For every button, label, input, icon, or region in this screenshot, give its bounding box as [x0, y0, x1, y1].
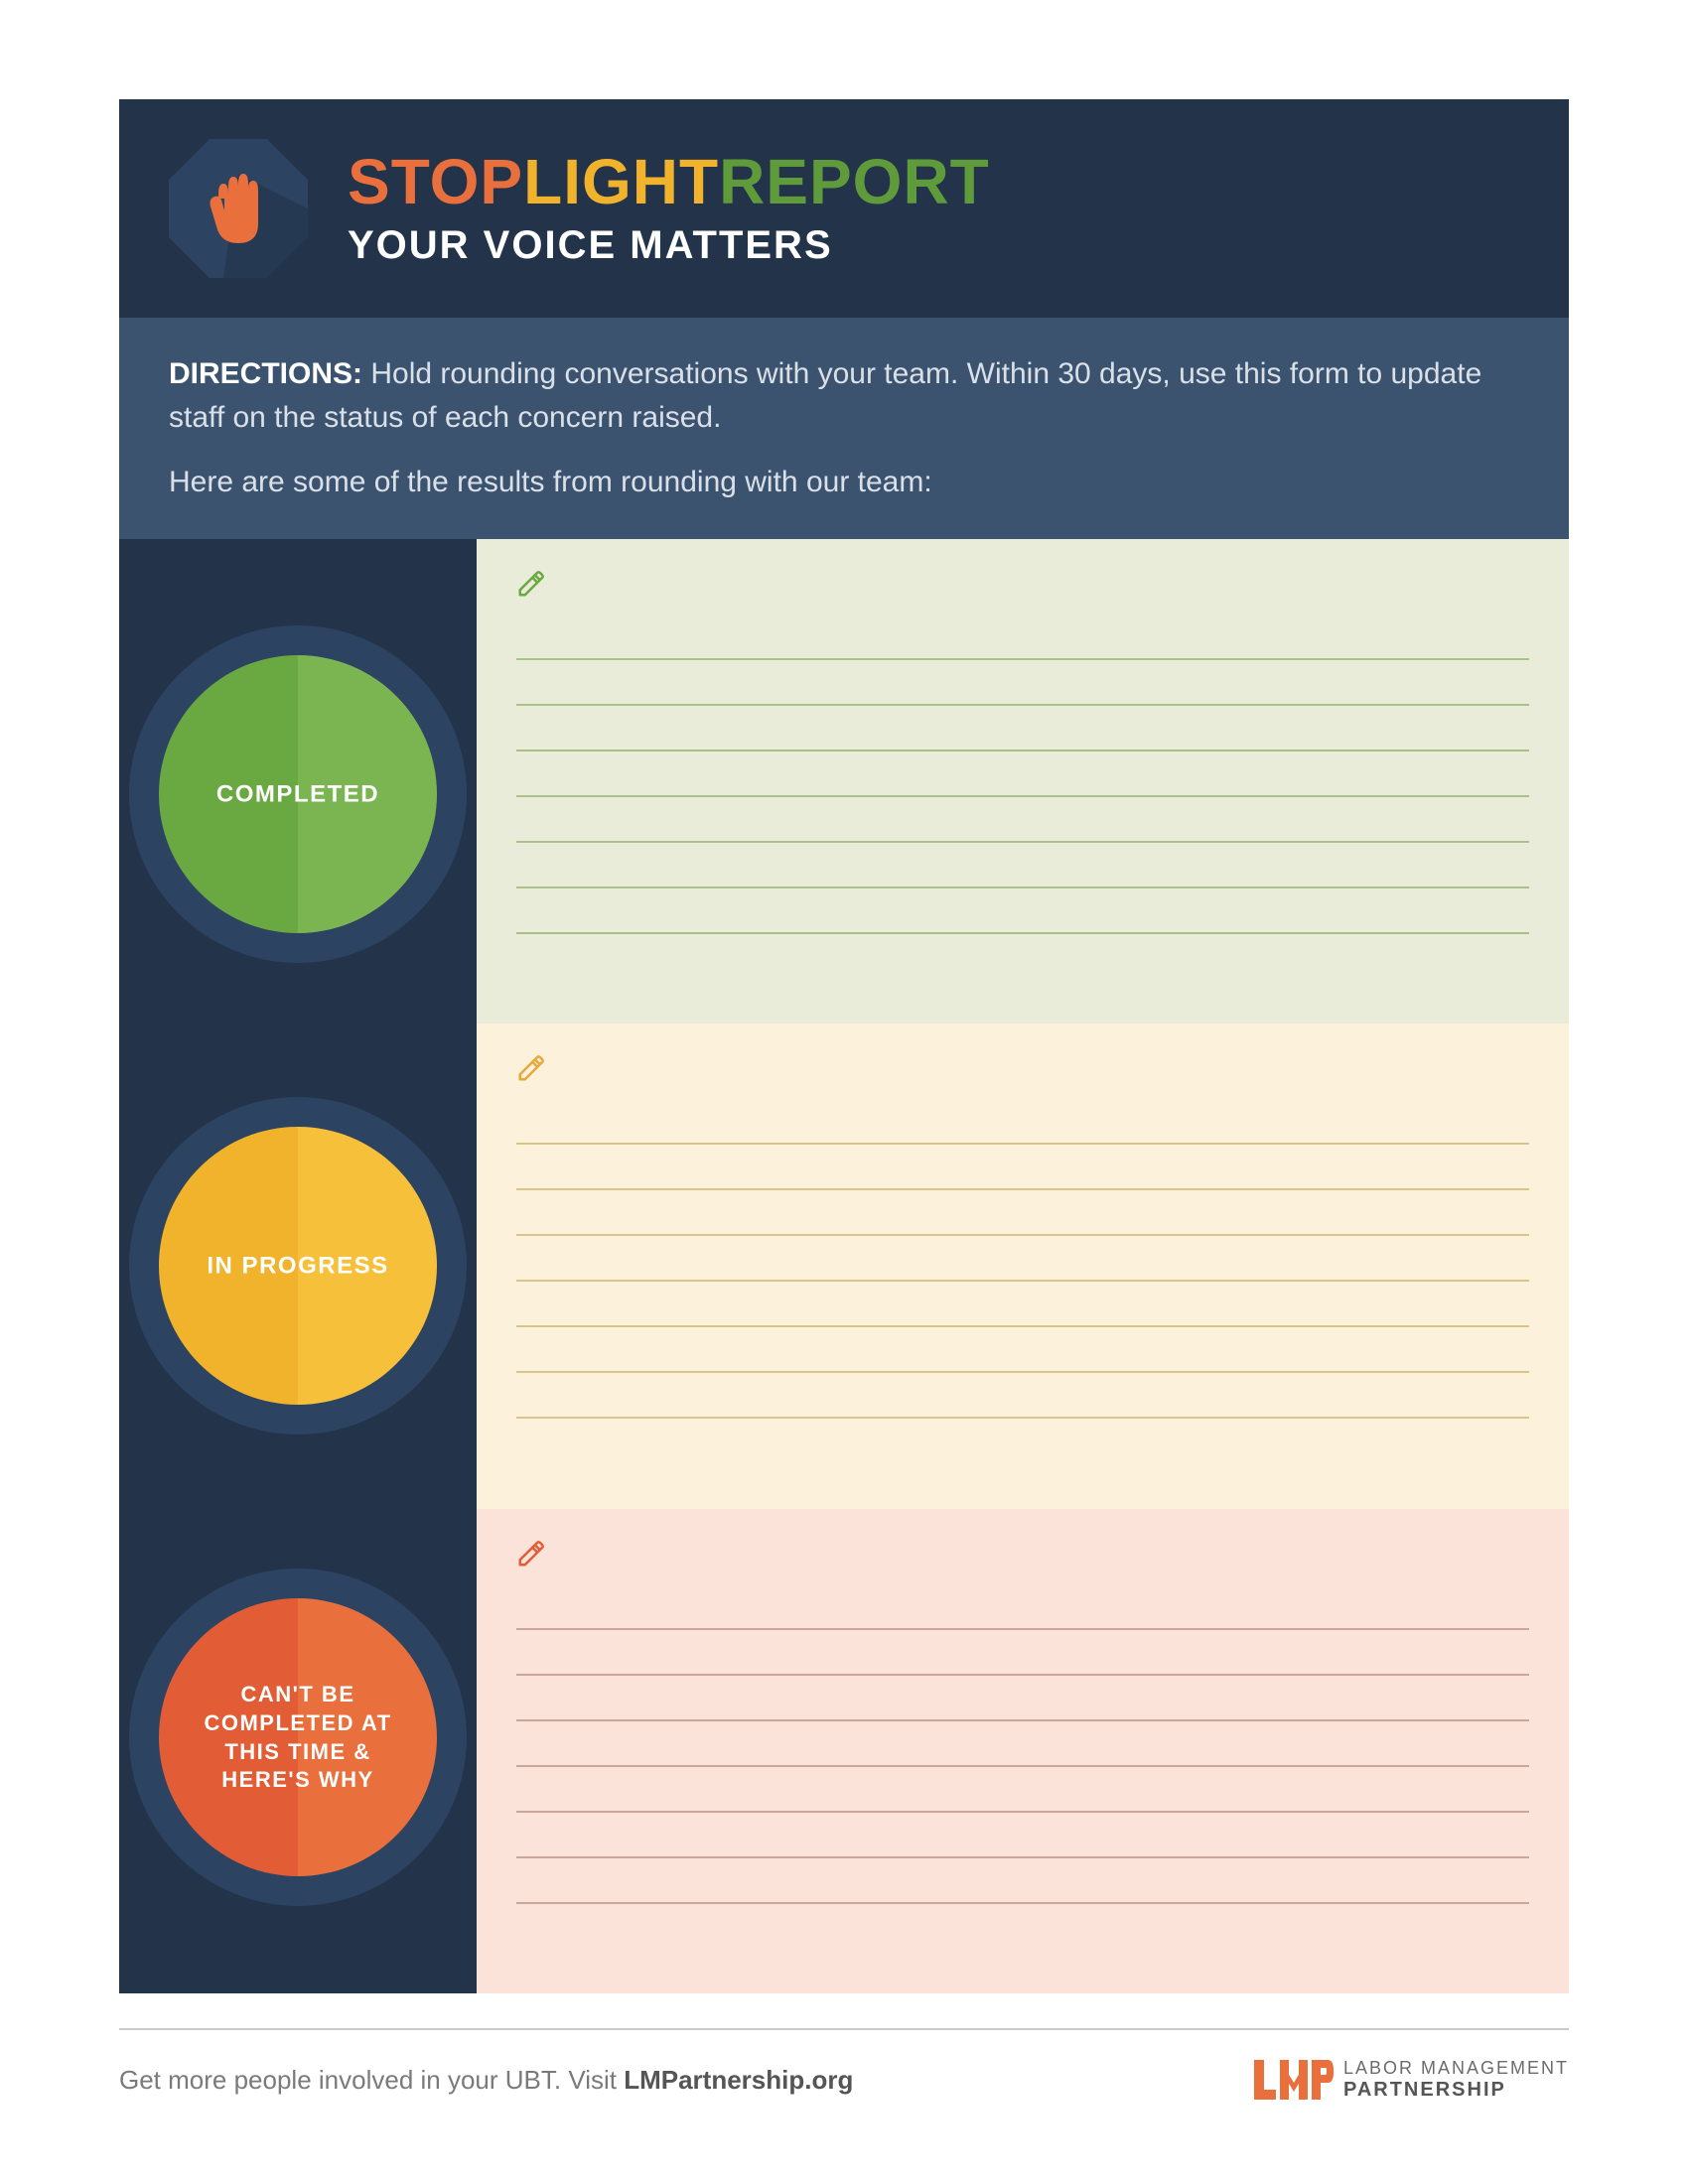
logo-line1: LABOR MANAGEMENT [1343, 2059, 1569, 2079]
write-line[interactable] [516, 1325, 1529, 1327]
directions-line2: Here are some of the results from roundi… [169, 461, 1519, 504]
lmp-logo: LABOR MANAGEMENT PARTNERSHIP [1254, 2055, 1569, 2105]
write-line[interactable] [516, 1371, 1529, 1373]
body: COMPLETED IN PROGRESS CAN'T BE COMPLETED… [119, 539, 1569, 1994]
stoplight-column: COMPLETED IN PROGRESS CAN'T BE COMPLETED… [119, 539, 477, 1994]
write-line[interactable] [516, 795, 1529, 797]
write-line[interactable] [516, 704, 1529, 706]
panel-completed[interactable] [477, 539, 1569, 1024]
page: STOPLIGHTREPORT YOUR VOICE MATTERS DIREC… [119, 99, 1569, 2105]
light-red: CAN'T BE COMPLETED AT THIS TIME & HERE'S… [119, 1559, 477, 1916]
write-line[interactable] [516, 1902, 1529, 1904]
write-line[interactable] [516, 658, 1529, 660]
light-red-label: CAN'T BE COMPLETED AT THIS TIME & HERE'S… [189, 1681, 407, 1794]
title-block: STOPLIGHTREPORT YOUR VOICE MATTERS [348, 150, 1519, 268]
main-title: STOPLIGHTREPORT [348, 150, 1519, 213]
write-line[interactable] [516, 887, 1529, 888]
light-yellow-label: IN PROGRESS [189, 1251, 407, 1282]
write-line[interactable] [516, 1856, 1529, 1858]
directions-line1: DIRECTIONS: Hold rounding conversations … [169, 352, 1519, 439]
write-line[interactable] [516, 1417, 1529, 1419]
logo-line2: PARTNERSHIP [1343, 2079, 1506, 2101]
directions-text: Hold rounding conversations with your te… [169, 357, 1481, 434]
write-line[interactable] [516, 750, 1529, 751]
lmp-logo-icon [1254, 2055, 1334, 2105]
lmp-logo-text: LABOR MANAGEMENT PARTNERSHIP [1343, 2059, 1569, 2101]
panel-in-progress[interactable] [477, 1024, 1569, 1509]
write-line[interactable] [516, 1811, 1529, 1813]
footer: Get more people involved in your UBT. Vi… [119, 2028, 1569, 2105]
directions-label: DIRECTIONS: [169, 357, 362, 390]
header: STOPLIGHTREPORT YOUR VOICE MATTERS [119, 99, 1569, 318]
title-word-report: REPORT [719, 146, 990, 217]
title-word-light: LIGHT [523, 146, 719, 217]
footer-text: Get more people involved in your UBT. Vi… [119, 2065, 853, 2096]
directions-panel: DIRECTIONS: Hold rounding conversations … [119, 318, 1569, 539]
write-line[interactable] [516, 1188, 1529, 1190]
write-line[interactable] [516, 1143, 1529, 1145]
light-green-label: COMPLETED [189, 778, 407, 809]
title-word-stop: STOP [348, 146, 523, 217]
write-line[interactable] [516, 841, 1529, 843]
light-green: COMPLETED [119, 615, 477, 973]
write-line[interactable] [516, 1234, 1529, 1236]
write-line[interactable] [516, 1719, 1529, 1721]
pencil-icon [516, 569, 546, 599]
write-line[interactable] [516, 932, 1529, 934]
subtitle: YOUR VOICE MATTERS [348, 223, 1519, 268]
write-line[interactable] [516, 1674, 1529, 1676]
light-yellow: IN PROGRESS [119, 1087, 477, 1444]
write-line[interactable] [516, 1280, 1529, 1282]
footer-link[interactable]: LMPartnership.org [624, 2065, 853, 2095]
write-line[interactable] [516, 1628, 1529, 1630]
pencil-icon [516, 1053, 546, 1083]
write-line[interactable] [516, 1765, 1529, 1767]
panel-cannot-complete[interactable] [477, 1509, 1569, 1994]
panels-column [477, 539, 1569, 1994]
stop-hand-icon [169, 139, 308, 278]
footer-prefix: Get more people involved in your UBT. Vi… [119, 2065, 624, 2095]
pencil-icon [516, 1539, 546, 1569]
